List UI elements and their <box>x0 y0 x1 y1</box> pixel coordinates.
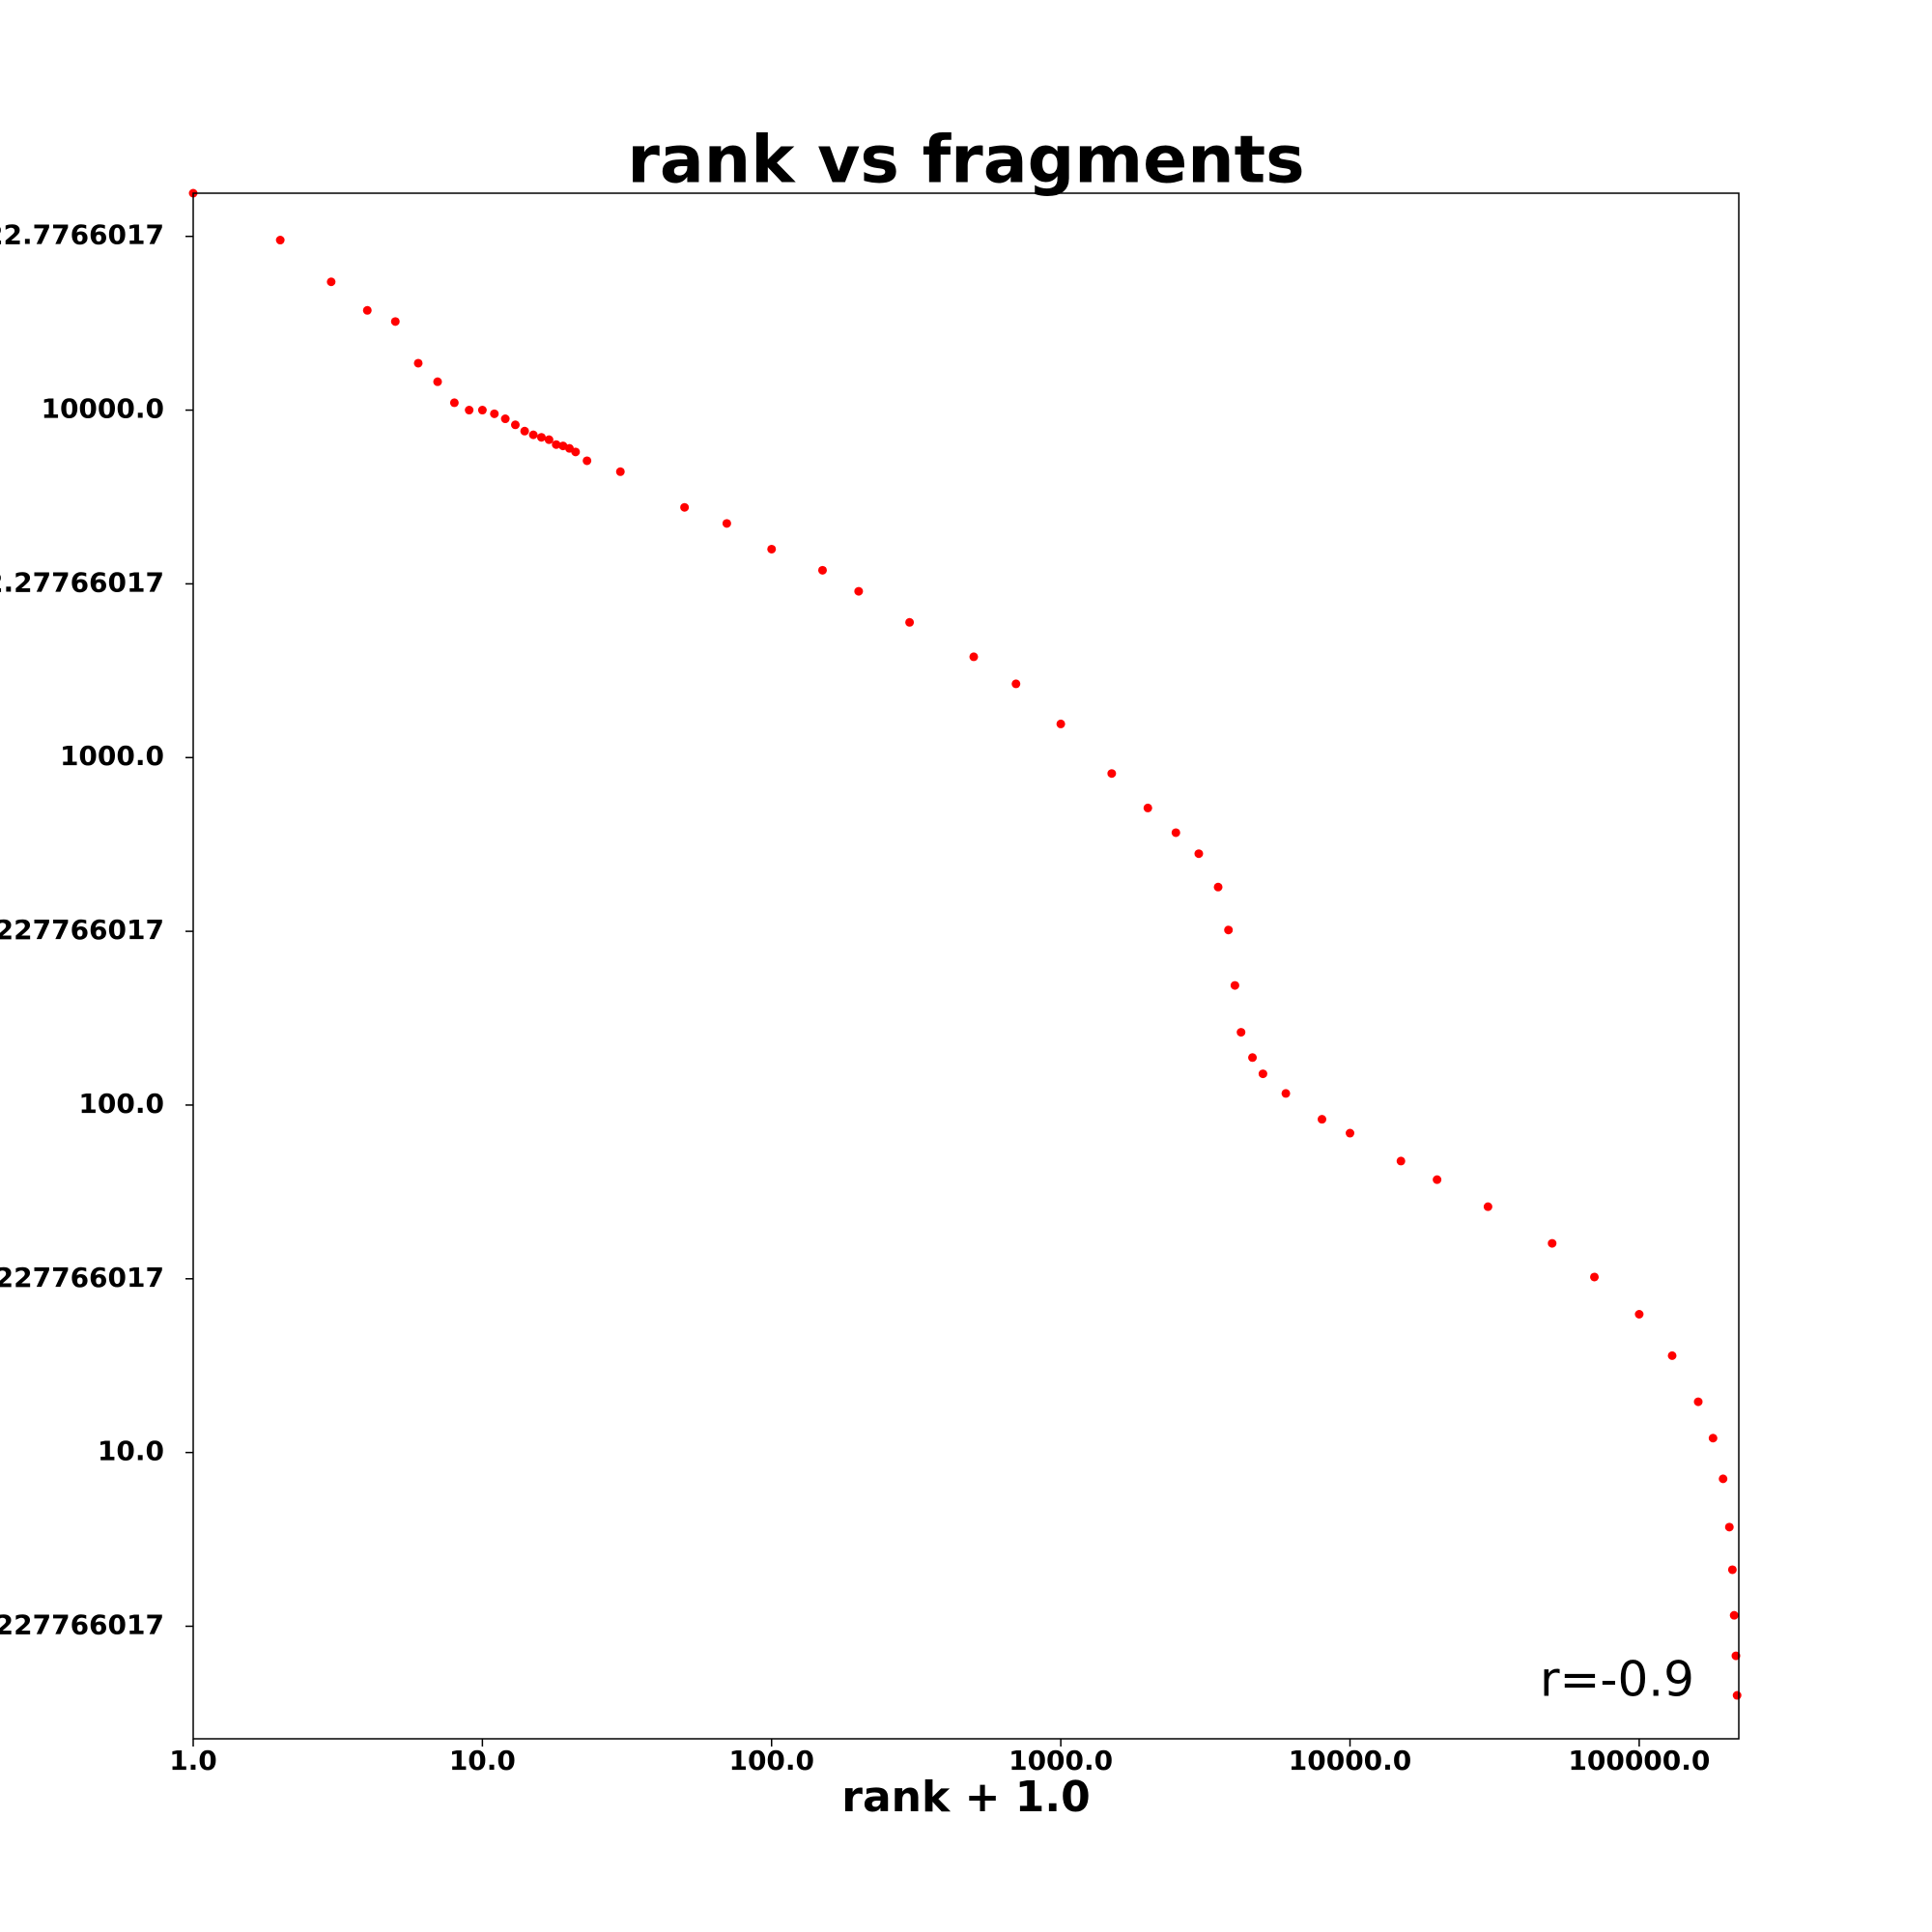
point <box>817 565 827 575</box>
point <box>490 409 499 418</box>
annotation: r=-0.9 <box>1540 1652 1694 1708</box>
point <box>362 305 372 315</box>
point <box>449 398 459 408</box>
point <box>1318 1115 1327 1124</box>
point <box>1724 1522 1734 1532</box>
point <box>275 236 285 245</box>
point <box>905 617 915 627</box>
point <box>390 317 400 327</box>
point <box>1194 849 1204 859</box>
y-tick-label: 3.16227766017 <box>0 1608 164 1640</box>
point <box>1143 803 1152 812</box>
point <box>680 502 690 512</box>
point <box>1281 1089 1291 1098</box>
x-axis-label: rank + 1.0 <box>841 1773 1090 1822</box>
y-tick-label: 10000.0 <box>41 393 164 425</box>
point <box>1667 1350 1677 1360</box>
y-tick-label: 10.0 <box>98 1435 164 1467</box>
point <box>1396 1156 1406 1166</box>
point <box>1236 1028 1246 1037</box>
point <box>433 377 442 386</box>
point <box>1708 1434 1718 1443</box>
plot-area <box>188 188 1742 1700</box>
point <box>1548 1238 1557 1248</box>
point <box>552 440 561 449</box>
point <box>1258 1069 1267 1079</box>
x-tick-label: 1000.0 <box>1009 1745 1113 1776</box>
point <box>465 406 474 415</box>
y-tick-label: 1000.0 <box>60 740 164 772</box>
point <box>722 519 731 528</box>
point <box>1729 1610 1739 1620</box>
point <box>1213 882 1223 892</box>
point <box>1483 1202 1492 1211</box>
point <box>520 426 529 436</box>
point <box>477 406 487 415</box>
point <box>969 652 979 662</box>
point <box>1171 828 1180 838</box>
point <box>528 430 538 440</box>
point <box>1719 1474 1728 1484</box>
point <box>1433 1175 1442 1184</box>
chart-title: rank vs fragments <box>627 123 1304 199</box>
point <box>767 544 777 554</box>
point <box>500 414 510 424</box>
point <box>327 277 336 287</box>
point <box>571 447 581 457</box>
point <box>510 420 520 430</box>
y-tick-label: 100.0 <box>78 1088 164 1120</box>
x-tick-label: 10.0 <box>449 1745 516 1776</box>
x-tick-label: 100.0 <box>728 1745 814 1776</box>
point <box>582 456 592 466</box>
point <box>1248 1053 1258 1063</box>
x-tick-label: 10000.0 <box>1289 1745 1412 1776</box>
point <box>615 467 625 476</box>
point <box>1590 1272 1600 1282</box>
point <box>1732 1690 1742 1700</box>
y-tick-label: 31.6227766017 <box>0 1262 164 1293</box>
y-tick-label: 316.227766017 <box>0 914 164 946</box>
point <box>854 586 864 596</box>
point <box>1107 769 1117 779</box>
point <box>1011 679 1021 689</box>
point <box>1056 719 1065 728</box>
point <box>413 358 423 368</box>
x-tick-label: 100000.0 <box>1568 1745 1710 1776</box>
plot-frame <box>192 192 1740 1740</box>
point <box>1230 980 1239 990</box>
y-tick-label: 3162.27766017 <box>0 566 164 598</box>
point <box>536 433 546 442</box>
x-tick-label: 1.0 <box>169 1745 217 1776</box>
point <box>1634 1310 1644 1320</box>
y-tick-label: 31622.7766017 <box>0 219 164 251</box>
point <box>544 435 554 444</box>
point <box>1693 1397 1703 1406</box>
point <box>1727 1565 1737 1575</box>
point <box>1224 925 1234 935</box>
point <box>1346 1128 1355 1138</box>
